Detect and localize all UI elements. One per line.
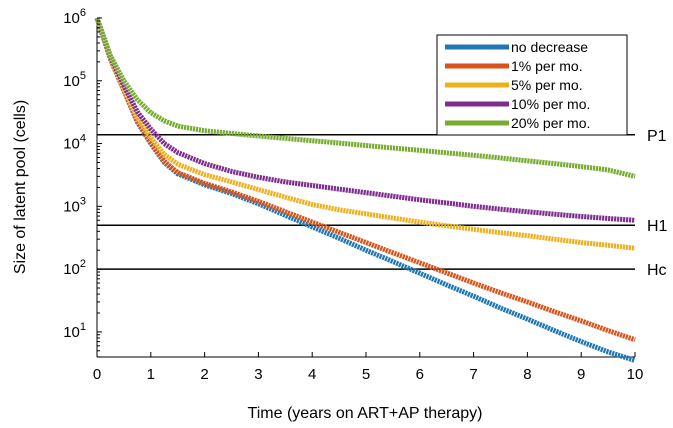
threshold-label-p1: P1 [647,128,667,145]
y-axis-label: Size of latent pool (cells) [12,100,29,274]
y-tick-label: 104 [63,133,86,153]
legend: no decrease 1% per mo. 5% per mo. 10% per m… [436,34,628,136]
series-lines [94,17,636,363]
threshold-label-h1: H1 [647,218,668,235]
legend-label-0: no decrease [511,39,588,55]
y-tick-label: 101 [63,321,86,341]
x-tick-label: 2 [200,366,208,383]
y-tick-label: 106 [63,7,86,27]
x-tick-label: 0 [93,366,101,383]
x-tick-label: 4 [308,366,316,383]
x-tick-label: 3 [254,366,262,383]
series-line-1 [94,17,636,343]
legend-label-4: 20% per mo. [511,115,590,131]
series-line-3 [94,17,636,223]
y-tick-label: 103 [63,195,86,215]
x-tick-label: 8 [523,366,531,383]
y-axis: 101 102 103 104 105 106 [63,7,102,358]
x-tick-label: 10 [627,366,644,383]
x-axis: 0 1 2 3 4 5 6 7 8 9 10 [93,352,644,383]
x-tick-label: 7 [469,366,477,383]
threshold-lines: P1 H1 Hc [97,128,668,279]
legend-label-3: 10% per mo. [511,96,590,112]
x-tick-label: 1 [147,366,155,383]
series-line-2 [94,17,636,251]
threshold-label-hc: Hc [647,262,667,279]
y-tick-label: 105 [63,70,86,90]
legend-label-1: 1% per mo. [511,58,583,74]
legend-label-2: 5% per mo. [511,77,583,93]
y-tick-label: 102 [63,258,86,278]
x-tick-label: 9 [577,366,585,383]
series-line-4 [94,17,636,179]
x-tick-label: 6 [416,366,424,383]
x-axis-label: Time (years on ART+AP therapy) [248,405,483,422]
x-tick-label: 5 [362,366,370,383]
